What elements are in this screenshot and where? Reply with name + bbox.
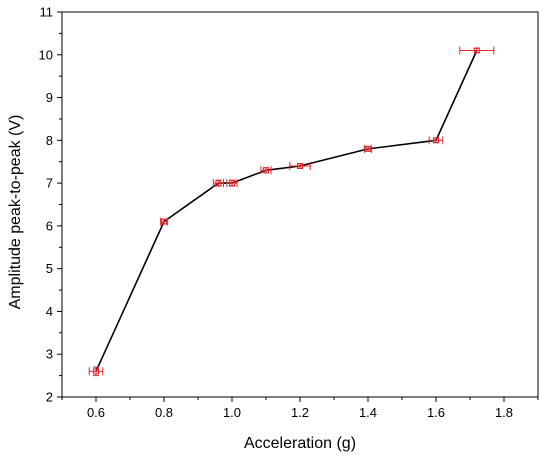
- data-point: [88, 366, 104, 377]
- data-point: [459, 46, 495, 55]
- point-marker: [433, 137, 439, 144]
- x-tick-label: 1.2: [291, 405, 309, 420]
- point-marker: [473, 47, 480, 54]
- y-tick-label: 2: [46, 390, 53, 405]
- plot-border: [61, 11, 539, 398]
- y-tick-label: 5: [46, 261, 53, 276]
- data-point: [160, 217, 168, 226]
- point-marker: [93, 368, 99, 375]
- x-tick-label: 0.8: [155, 405, 173, 420]
- plot-area: [61, 11, 539, 398]
- data-point: [289, 162, 311, 170]
- x-tick-label: 1.4: [359, 405, 377, 420]
- x-axis: 0.6 0.8 1.0 1.2 1.4 1.6 1.8: [61, 397, 539, 420]
- x-axis-label: Acceleration (g): [244, 435, 356, 452]
- y-tick-label: 7: [46, 176, 53, 191]
- y-tick-label: 6: [46, 218, 53, 233]
- data-series: [88, 46, 495, 377]
- point-marker: [215, 180, 222, 187]
- series-line: [95, 50, 478, 372]
- data-point: [212, 179, 224, 188]
- y-axis: 2 3 4 5 6 7 8 9 10 11: [39, 5, 62, 405]
- point-marker: [297, 163, 303, 169]
- point-marker: [365, 145, 371, 152]
- y-axis-label: Amplitude peak-to-peak (V): [7, 115, 24, 310]
- point-marker: [229, 180, 235, 187]
- y-tick-label: 8: [46, 133, 53, 148]
- x-tick-label: 0.6: [87, 405, 105, 420]
- y-tick-label: 3: [46, 347, 53, 362]
- data-point: [428, 136, 444, 145]
- data-point: [260, 166, 272, 175]
- data-point: [226, 179, 238, 188]
- x-tick-label: 1.8: [495, 405, 513, 420]
- point-marker: [263, 167, 269, 174]
- point-marker: [161, 218, 167, 225]
- data-point: [364, 144, 372, 153]
- x-tick-label: 1.6: [427, 405, 445, 420]
- x-tick-label: 1.0: [223, 405, 241, 420]
- y-tick-label: 11: [40, 5, 54, 20]
- y-tick-label: 10: [39, 47, 53, 62]
- y-tick-label: 9: [46, 90, 53, 105]
- y-tick-label: 4: [46, 304, 53, 319]
